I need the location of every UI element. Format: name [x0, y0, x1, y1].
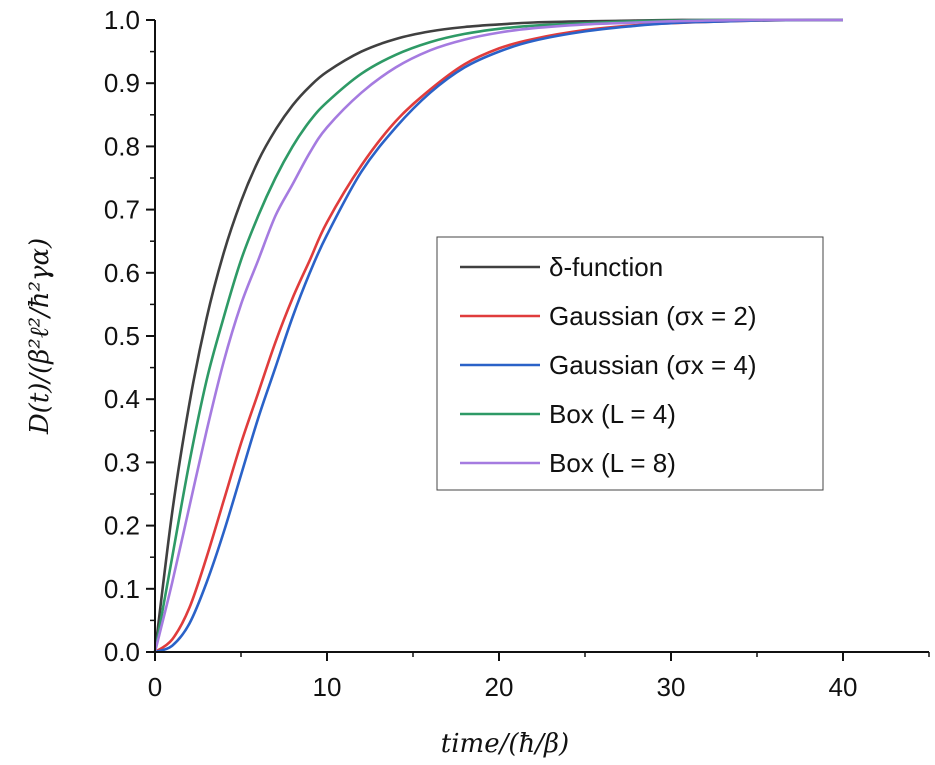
series-line-2 — [154, 18, 844, 654]
legend-items: δ-function Gaussian (σx = 2) Gaussian (σx … — [460, 252, 757, 478]
y-tick-label-10: 1.0 — [104, 5, 140, 35]
series-line-4 — [153, 18, 843, 653]
legend-label-2: Gaussian (σx = 4) — [549, 350, 757, 380]
legend-label-4: Box (L = 8) — [549, 448, 676, 478]
x-axis-label: time/(ħ/β) — [441, 729, 569, 759]
x-tick-label-4: 40 — [829, 672, 858, 702]
y-tick-label-0: 0.0 — [104, 637, 140, 667]
legend-label-3: Box (L = 4) — [549, 399, 676, 429]
y-tick-label-4: 0.4 — [104, 384, 140, 414]
legend-label-0: δ-function — [549, 252, 663, 282]
y-tick-label-5: 0.5 — [104, 321, 140, 351]
legend: δ-function Gaussian (σx = 2) Gaussian (σx … — [436, 236, 824, 491]
y-tick-label-8: 0.8 — [104, 131, 140, 161]
legend-label-1: Gaussian (σx = 2) — [549, 301, 757, 331]
y-tick-label-6: 0.6 — [104, 258, 140, 288]
plot-lines — [153, 18, 844, 654]
y-tick-label-3: 0.3 — [104, 447, 140, 477]
y-axis-label: D(t)/(β²ℓ²/ħ²γα) — [25, 238, 55, 435]
y-tick-label-7: 0.7 — [104, 195, 140, 225]
x-tick-label-2: 20 — [485, 672, 514, 702]
x-tick-label-3: 30 — [657, 672, 686, 702]
y-tick-label-2: 0.2 — [104, 511, 140, 541]
ticks: 0 10 20 30 40 0.0 0.1 0.2 0.3 0.4 0.5 0.6 0.7 0.8 0.9 1… — [104, 5, 930, 702]
x-tick-label-1: 10 — [313, 672, 342, 702]
y-tick-label-9: 0.9 — [104, 68, 140, 98]
y-tick-label-1: 0.1 — [104, 574, 140, 604]
x-tick-label-0: 0 — [148, 672, 162, 702]
legend-box — [436, 236, 824, 491]
